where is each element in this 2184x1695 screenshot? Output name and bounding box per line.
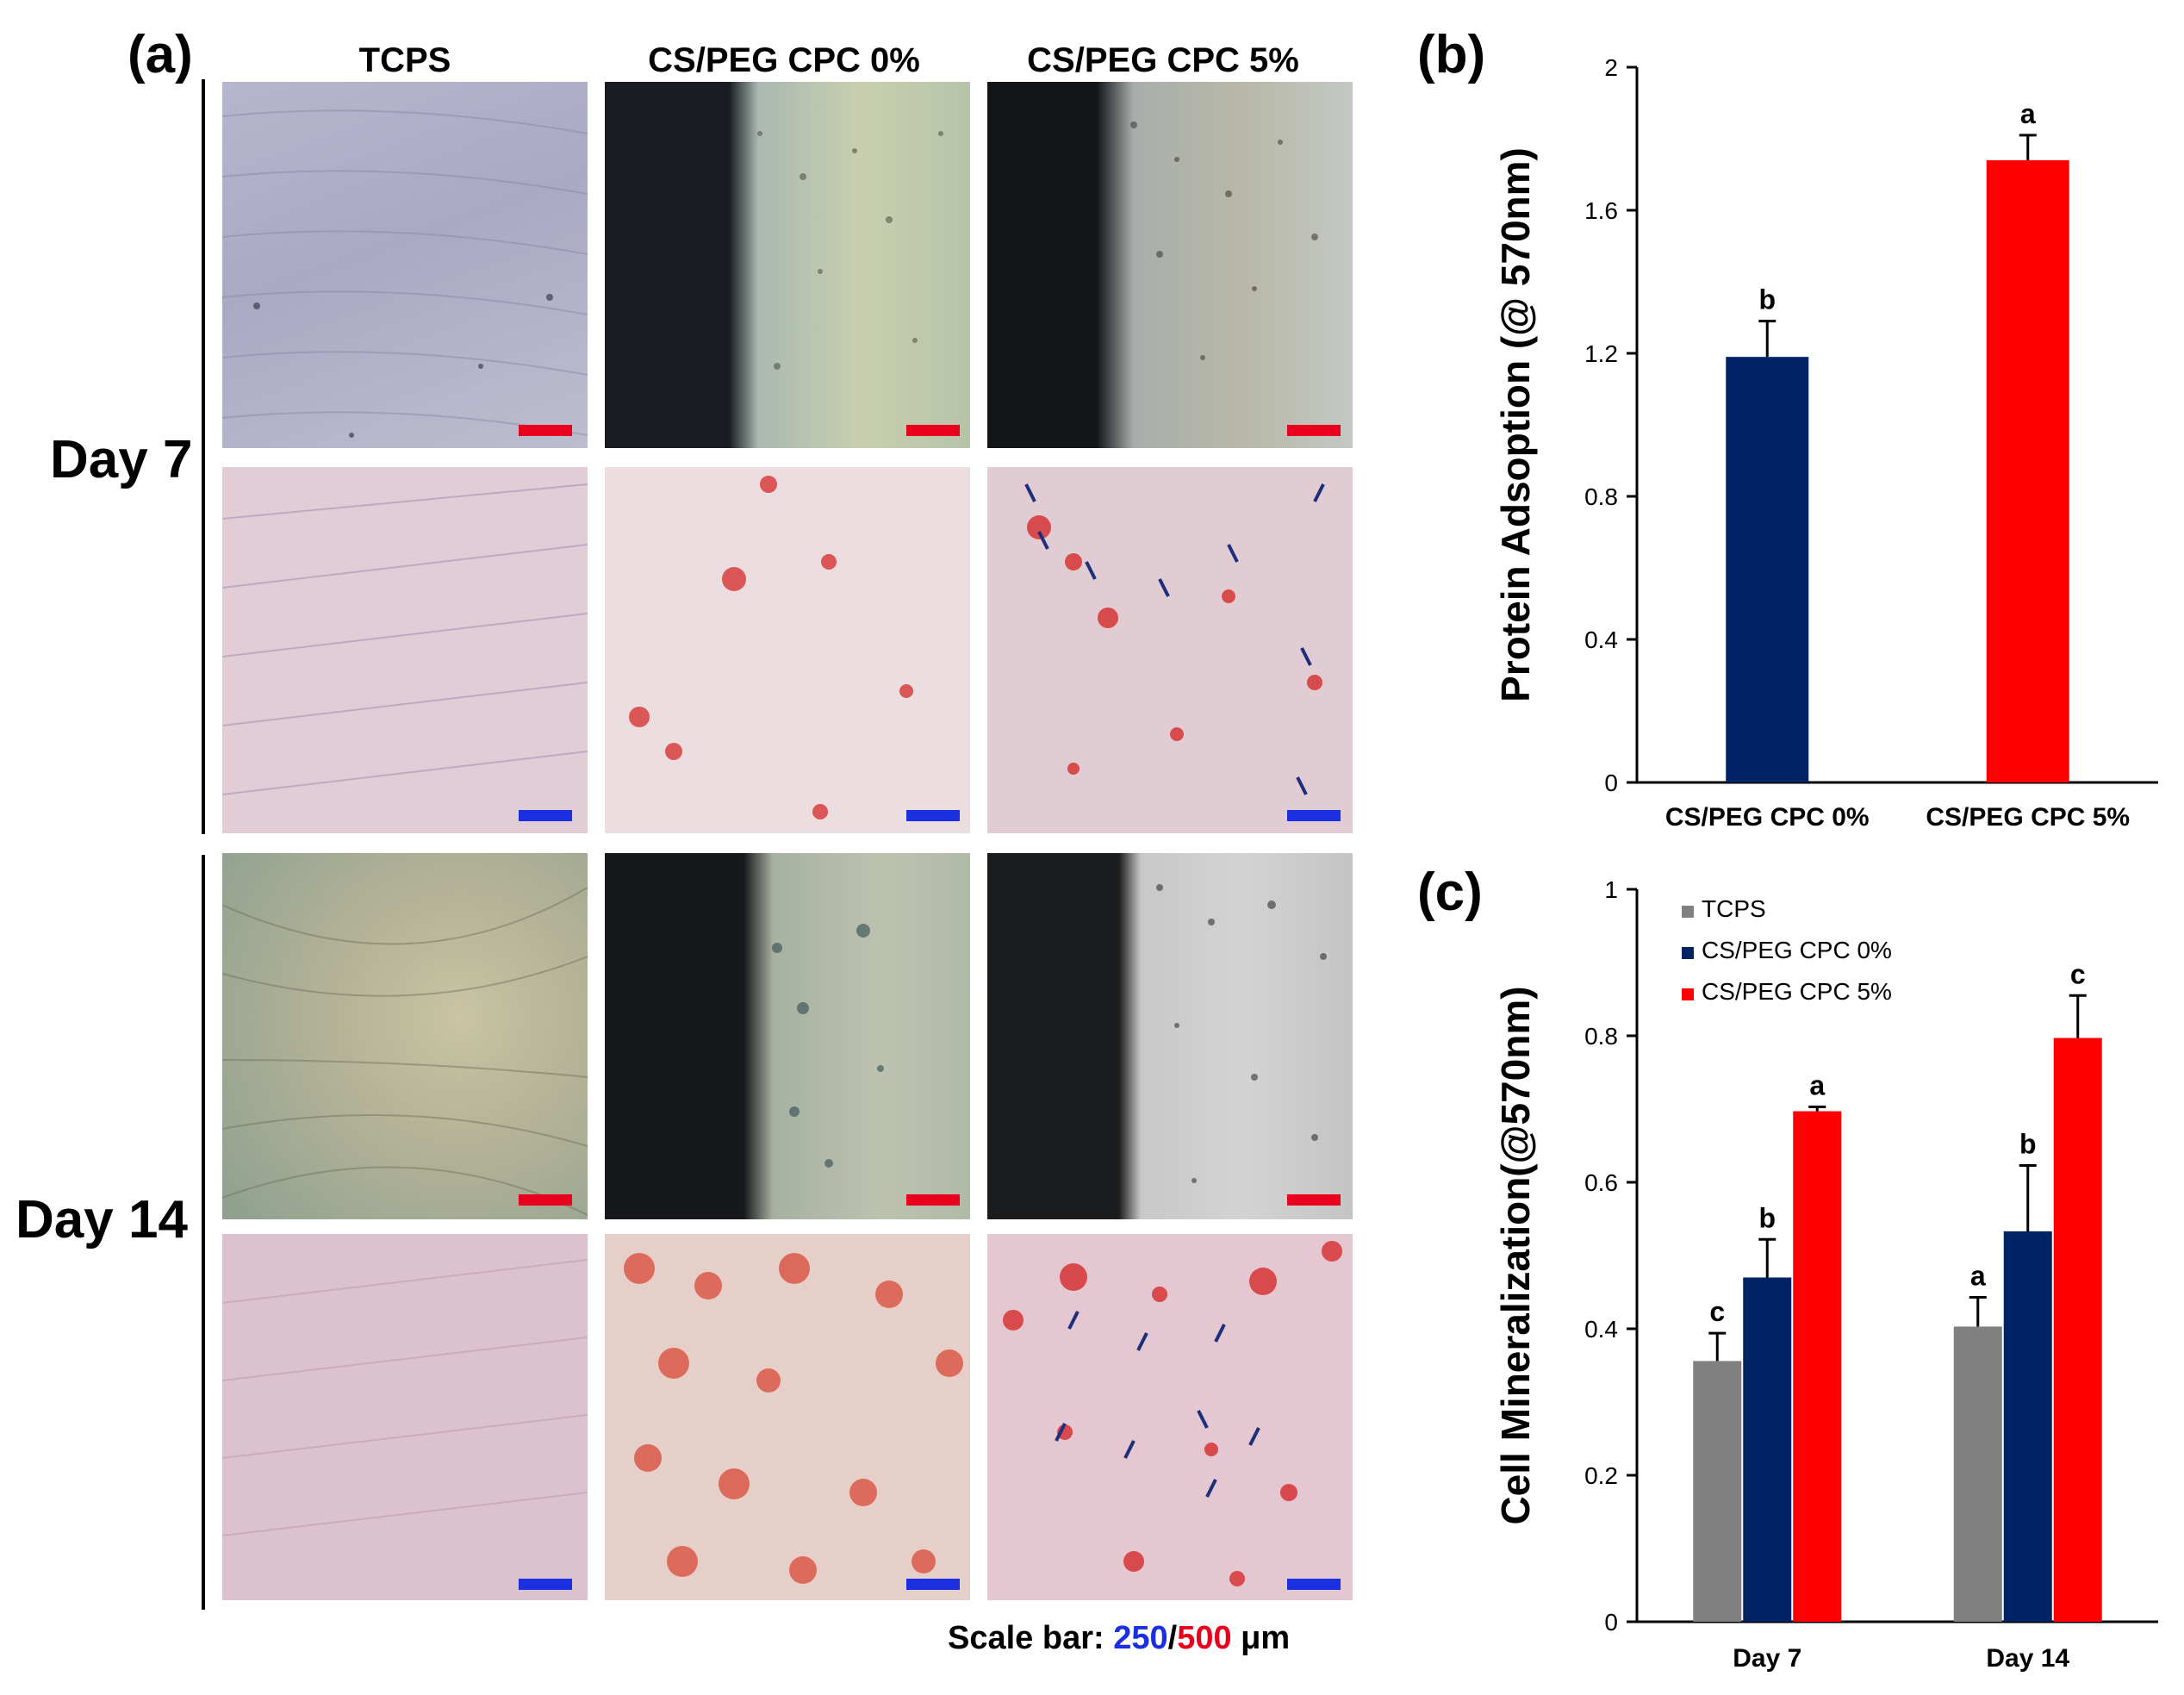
micrograph-day14-cpc5-brightfield: [987, 853, 1353, 1219]
cell-texture: [222, 109, 588, 438]
cell-texture: [222, 1259, 588, 1536]
y-tick-label: 0: [1604, 770, 1618, 796]
significance-letter: c: [1709, 1296, 1725, 1327]
y-tick-label: 1: [1604, 876, 1618, 903]
panel-b-label: (b): [1417, 25, 1486, 84]
x-tick-label: Day 14: [1986, 1644, 2069, 1673]
legend-swatch: [1682, 906, 1694, 918]
y-tick-label: 2: [1604, 54, 1618, 81]
legend-swatch: [1682, 988, 1694, 1000]
scale-bar-caption: Scale bar: 250/500 μm: [948, 1620, 1290, 1657]
bar: [1726, 357, 1809, 782]
scale-bar-red: [1287, 425, 1341, 436]
micrograph-day7-cpc0-stained: [605, 467, 970, 833]
y-tick-label: 0.8: [1584, 483, 1618, 510]
significance-letter: b: [1758, 1202, 1776, 1233]
micrograph-day14-tcps-brightfield: [222, 853, 588, 1219]
panel-c-label: (c): [1417, 863, 1483, 922]
scale-bar-red: [1287, 1194, 1341, 1206]
significance-letter: c: [2070, 958, 2086, 989]
cell-texture: [772, 924, 884, 1168]
legend-label: CS/PEG CPC 5%: [1702, 978, 1892, 1005]
day7-group-line: [202, 79, 205, 834]
bar: [1693, 1361, 1742, 1622]
micrograph-day7-cpc5-brightfield: [987, 82, 1353, 448]
scale-bar-red: [519, 425, 572, 436]
column-header-tcps: TCPS: [358, 41, 451, 79]
panel-a-label: (a): [128, 25, 193, 84]
scale-caption-red-value: 500: [1177, 1620, 1232, 1656]
legend-swatch: [1682, 947, 1694, 959]
legend-label: TCPS: [1702, 895, 1766, 922]
scale-caption-prefix: Scale bar:: [948, 1620, 1114, 1656]
micrograph-day14-tcps-stained: [222, 1234, 588, 1600]
y-tick-label: 1.2: [1584, 340, 1618, 367]
y-tick-label: 0: [1604, 1609, 1618, 1636]
scale-bar-red: [906, 425, 960, 436]
bar: [2003, 1231, 2052, 1622]
x-tick-label: CS/PEG CPC 5%: [1926, 803, 2130, 832]
micrograph-day7-tcps-brightfield: [222, 82, 588, 448]
scale-caption-blue-value: 250: [1113, 1620, 1168, 1656]
cell-texture: [757, 131, 943, 370]
scale-bar-blue: [1287, 810, 1341, 821]
scale-bar-blue: [519, 1579, 572, 1590]
cell-texture: [1130, 122, 1318, 360]
legend-label: CS/PEG CPC 0%: [1702, 937, 1892, 963]
arrow-markers: [1024, 483, 1325, 795]
x-tick-label: CS/PEG CPC 0%: [1665, 803, 1870, 832]
row-header-day7: Day 7: [50, 430, 193, 489]
micrograph-day7-cpc5-stained: [987, 467, 1353, 833]
y-tick-label: 0.4: [1584, 1316, 1618, 1343]
scale-caption-unit: μm: [1231, 1620, 1291, 1656]
cell-texture: [222, 483, 588, 795]
micrograph-day14-cpc0-stained: [605, 1234, 970, 1600]
cell-texture: [1024, 483, 1325, 795]
bar: [1793, 1111, 1842, 1622]
significance-letter: a: [1809, 1069, 1825, 1100]
scale-bar-red: [519, 1194, 572, 1206]
y-axis-label: Cell Mineralization(@570nm): [1493, 986, 1538, 1524]
scale-bar-blue: [906, 810, 960, 821]
x-tick-label: Day 7: [1733, 1644, 1801, 1673]
scale-bar-blue: [1287, 1579, 1341, 1590]
cell-texture: [1003, 1241, 1342, 1586]
y-tick-label: 1.6: [1584, 197, 1618, 224]
bar: [1986, 159, 2069, 782]
significance-letter: a: [2020, 98, 2036, 129]
y-tick-label: 0.6: [1584, 1169, 1618, 1196]
micrograph-day7-tcps-stained: [222, 467, 588, 833]
cell-texture: [624, 1253, 963, 1584]
scale-bar-blue: [906, 1579, 960, 1590]
micrograph-day14-cpc5-stained: [987, 1234, 1353, 1600]
significance-letter: a: [1970, 1260, 1986, 1291]
scale-caption-separator: /: [1167, 1620, 1178, 1656]
significance-letter: b: [1758, 284, 1776, 315]
column-header-cpc5: CS/PEG CPC 5%: [1027, 41, 1299, 79]
bar: [1743, 1277, 1792, 1622]
y-tick-label: 0.4: [1584, 626, 1618, 653]
significance-letter: b: [2019, 1128, 2037, 1159]
bar: [1953, 1326, 2002, 1622]
cell-texture: [629, 476, 913, 819]
micrograph-day14-cpc0-brightfield: [605, 853, 970, 1219]
y-axis-label: Protein Adsoption (@ 570nm): [1493, 147, 1538, 702]
scale-bar-red: [906, 1194, 960, 1206]
row-header-day14: Day 14: [16, 1190, 188, 1249]
column-header-cpc0: CS/PEG CPC 0%: [648, 41, 920, 79]
y-tick-label: 0.2: [1584, 1462, 1618, 1489]
arrow-markers: [1055, 1311, 1260, 1498]
bar: [2053, 1038, 2102, 1622]
micrograph-day7-cpc0-brightfield: [605, 82, 970, 448]
scale-bar-blue: [519, 810, 572, 821]
day14-group-line: [202, 855, 205, 1610]
y-tick-label: 0.8: [1584, 1023, 1618, 1050]
cell-texture: [1156, 884, 1327, 1183]
